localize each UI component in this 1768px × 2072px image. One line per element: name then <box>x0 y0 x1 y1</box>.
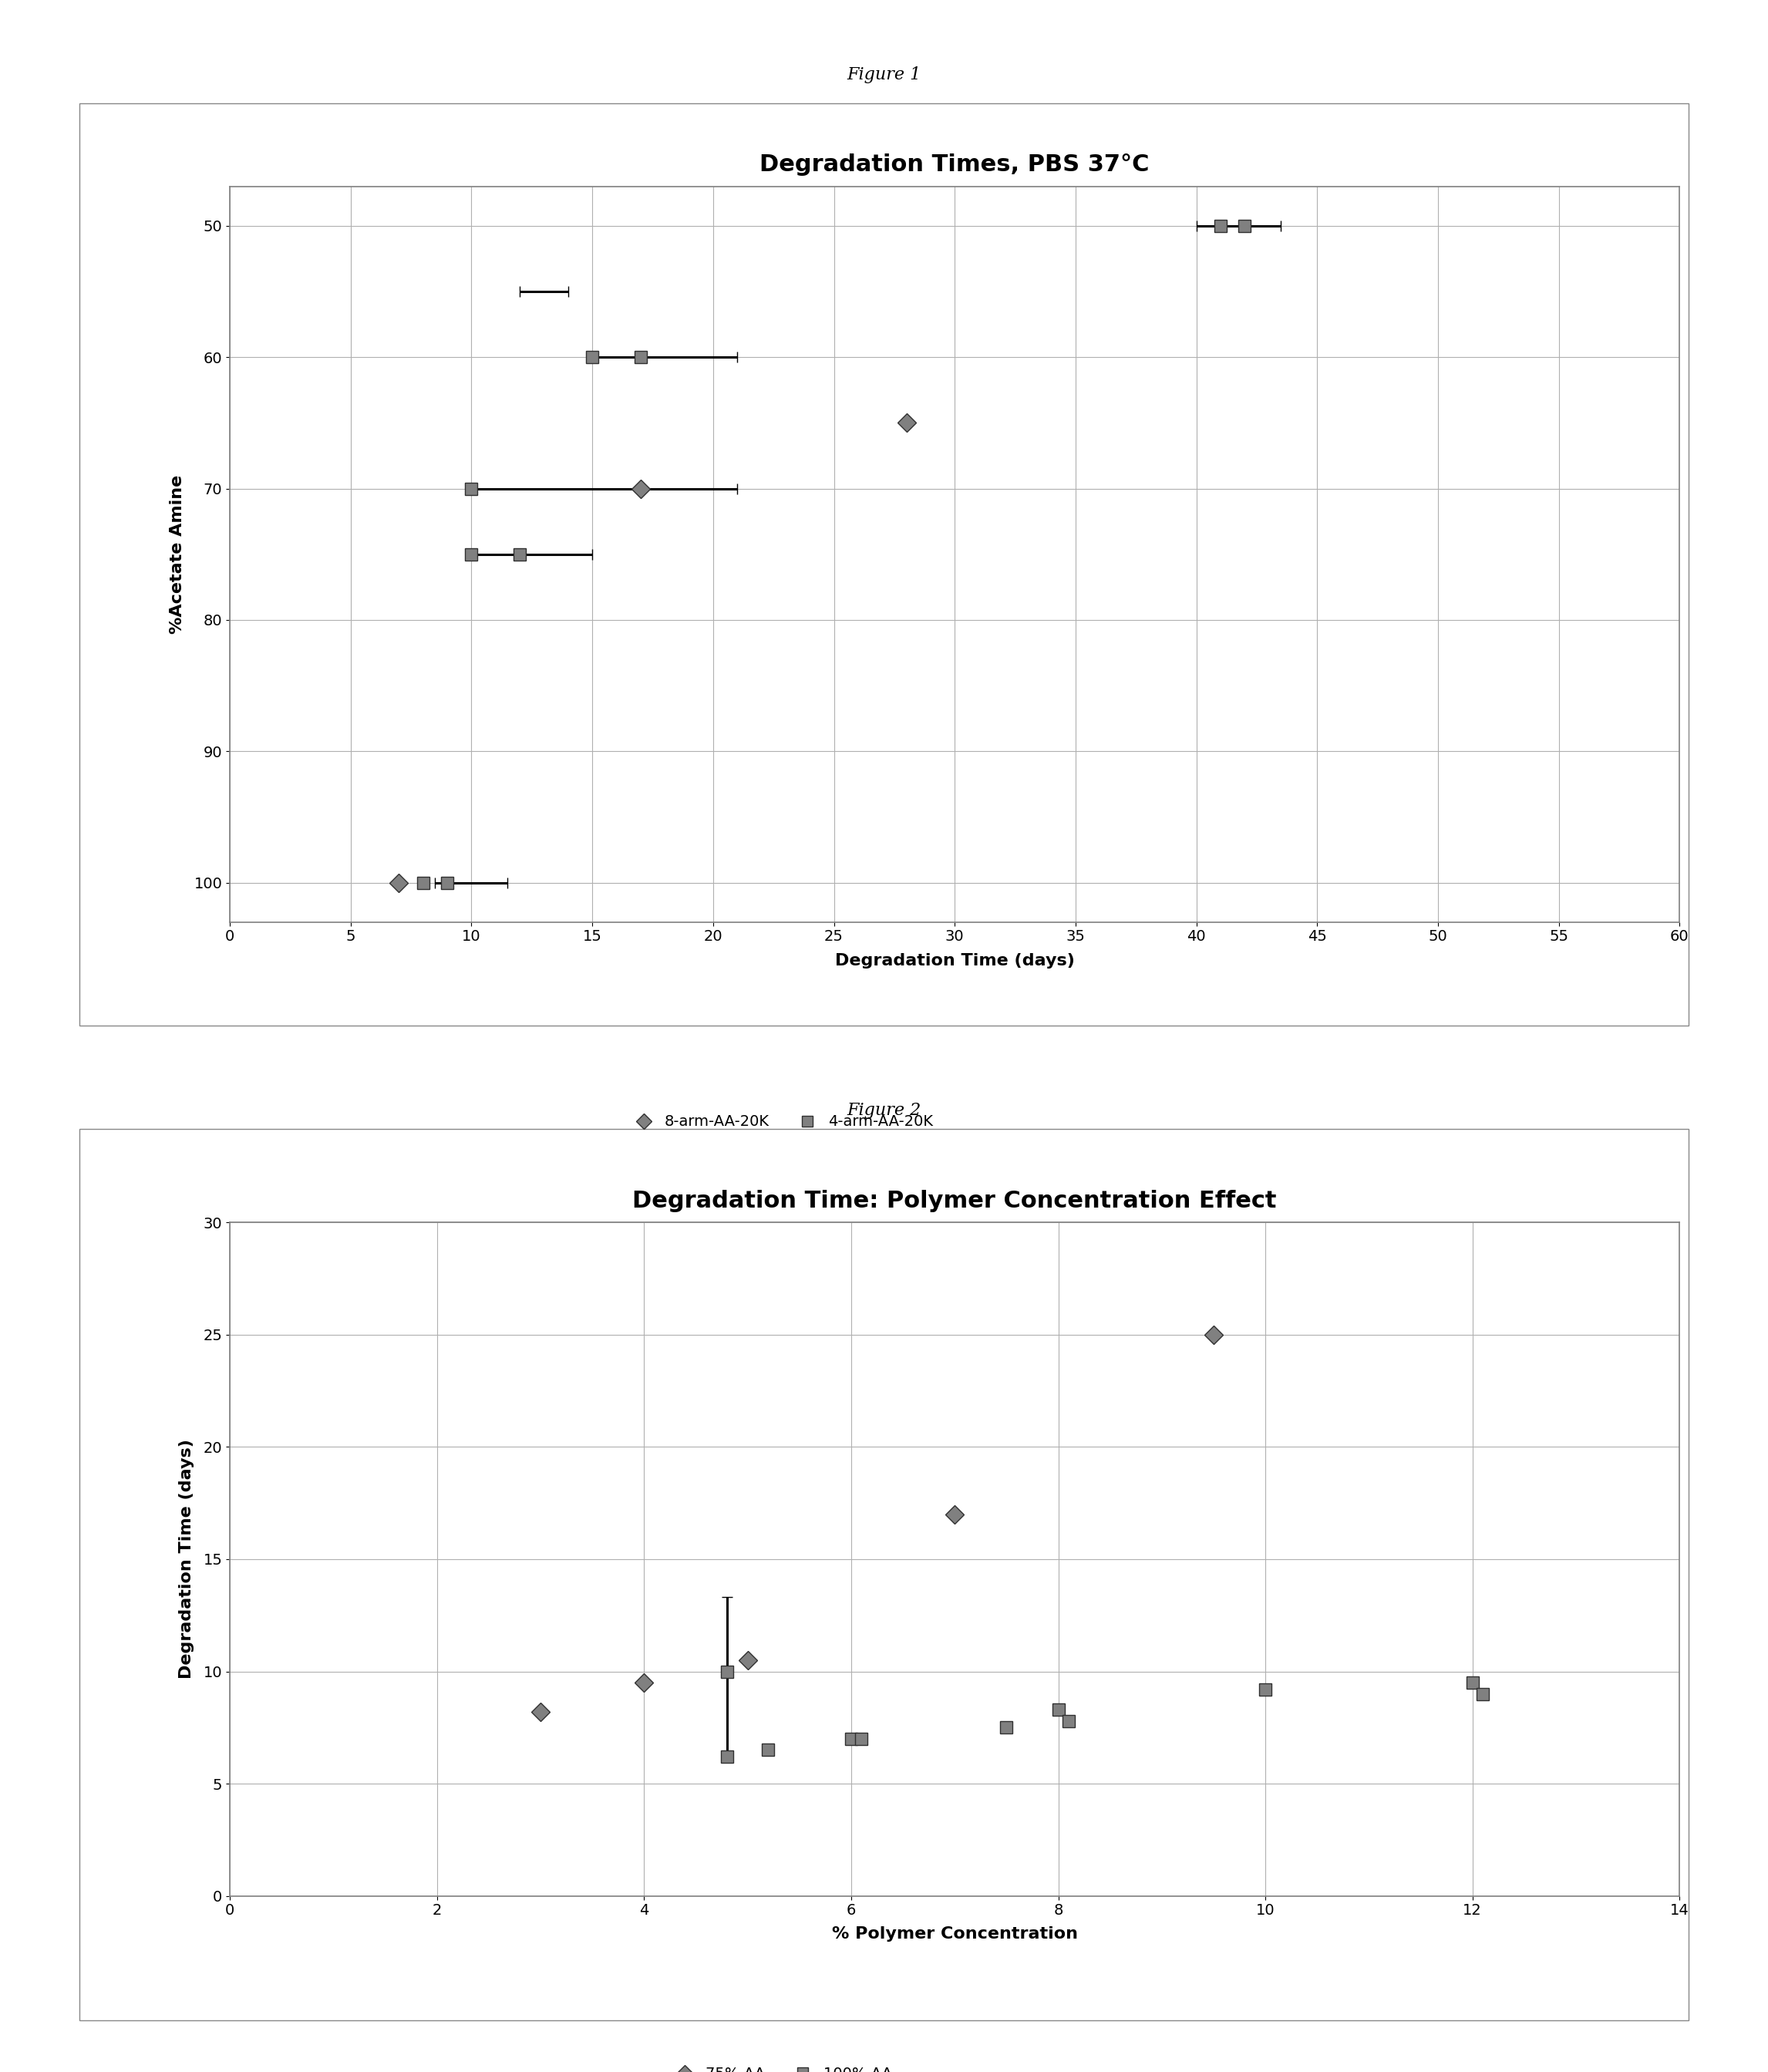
Text: Figure 1: Figure 1 <box>847 66 921 83</box>
Legend: 75% AA, 100% AA: 75% AA, 100% AA <box>663 2060 898 2072</box>
X-axis label: % Polymer Concentration: % Polymer Concentration <box>831 1927 1078 1941</box>
Title: Degradation Time: Polymer Concentration Effect: Degradation Time: Polymer Concentration … <box>633 1189 1276 1212</box>
X-axis label: Degradation Time (days): Degradation Time (days) <box>834 953 1075 968</box>
Title: Degradation Times, PBS 37°C: Degradation Times, PBS 37°C <box>760 153 1149 176</box>
Y-axis label: Degradation Time (days): Degradation Time (days) <box>179 1440 194 1678</box>
Text: Figure 2: Figure 2 <box>847 1102 921 1119</box>
Y-axis label: %Acetate Amine: %Acetate Amine <box>170 474 186 634</box>
Legend: 8-arm-AA-20K, 4-arm-AA-20K: 8-arm-AA-20K, 4-arm-AA-20K <box>622 1109 939 1135</box>
